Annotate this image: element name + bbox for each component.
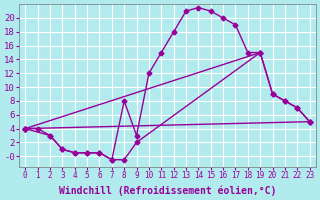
X-axis label: Windchill (Refroidissement éolien,°C): Windchill (Refroidissement éolien,°C) xyxy=(59,185,276,196)
